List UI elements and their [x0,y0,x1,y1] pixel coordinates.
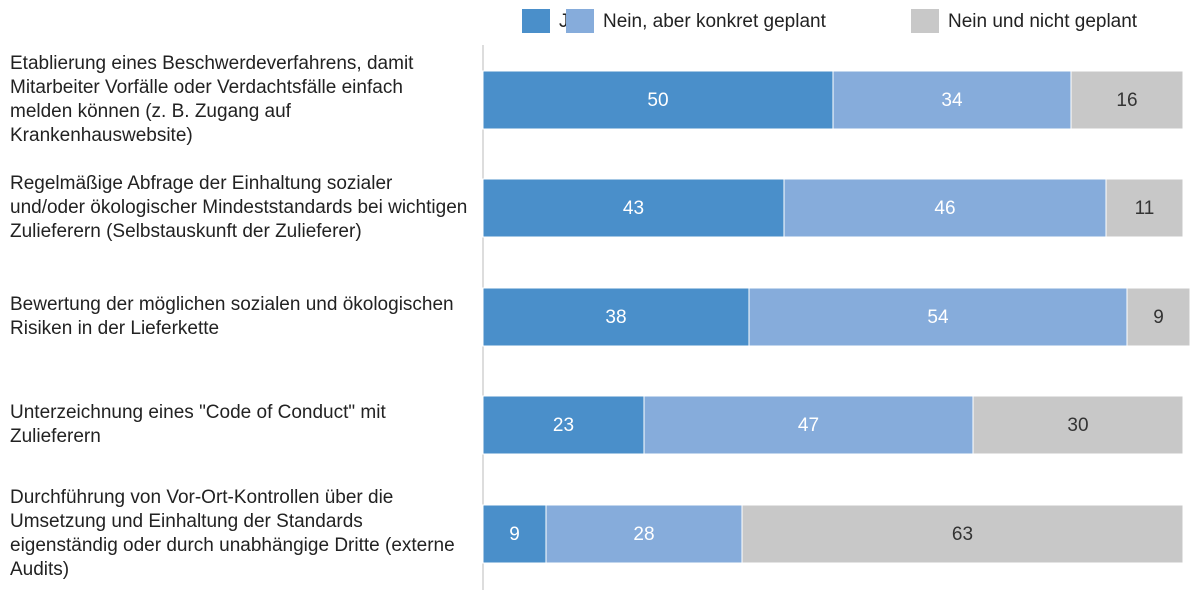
legend-label: Nein und nicht geplant [948,11,1138,32]
value-label: 46 [934,198,955,219]
bar-segment [1105,178,1184,238]
value-label: 54 [927,307,949,328]
legend-swatch [522,9,550,33]
category-label: Etablierung eines Beschwerdeverfahrens, … [10,53,414,146]
value-label: 9 [509,524,520,545]
legend-swatch [566,9,594,33]
value-label: 63 [952,524,973,545]
category-label: Unterzeichnung eines "Code of Conduct" m… [10,402,386,447]
legend-swatch [911,9,939,33]
bar-segment [1070,70,1184,130]
bar-segment [482,70,834,130]
value-label: 23 [553,415,574,436]
value-label: 11 [1135,198,1155,219]
value-label: 9 [1153,307,1164,328]
category-label: Durchführung von Vor-Ort-Kontrollen über… [10,487,455,580]
bar-segment [643,395,974,455]
value-label: 38 [605,307,626,328]
value-label: 30 [1067,415,1088,436]
value-label: 16 [1116,90,1137,111]
bar-segment [1126,287,1191,347]
value-label: 28 [633,524,654,545]
value-label: 43 [623,198,644,219]
bar-segment [972,395,1184,455]
value-label: 34 [941,90,963,111]
value-label: 50 [647,90,668,111]
bar-segment [482,287,750,347]
category-label: Regelmäßige Abfrage der Einhaltung sozia… [10,173,468,242]
category-label: Bewertung der möglichen sozialen und öko… [10,294,454,339]
bar-segment [482,395,645,455]
bar-segment [545,504,743,564]
legend-label: Nein, aber konkret geplant [603,11,827,32]
bar-segment [783,178,1107,238]
bar-segment [741,504,1184,564]
bar-segment [748,287,1128,347]
bar-segment [482,504,547,564]
value-label: 47 [798,415,819,436]
